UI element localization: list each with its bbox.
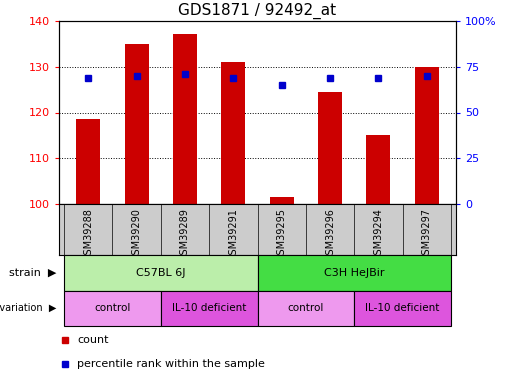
Bar	[415, 67, 439, 204]
Bar	[125, 44, 149, 204]
Bar	[354, 291, 451, 326]
Bar	[366, 135, 390, 204]
Text: GSM39289: GSM39289	[180, 209, 190, 261]
Bar	[76, 119, 100, 204]
Bar	[221, 62, 246, 204]
Text: percentile rank within the sample: percentile rank within the sample	[77, 359, 265, 369]
Bar	[269, 198, 294, 204]
Text: strain  ▶: strain ▶	[9, 268, 57, 278]
Text: C57BL 6J: C57BL 6J	[136, 268, 185, 278]
Text: IL-10 deficient: IL-10 deficient	[365, 303, 440, 313]
Text: genotype/variation  ▶: genotype/variation ▶	[0, 303, 57, 313]
Text: GSM39297: GSM39297	[422, 209, 432, 261]
Bar	[318, 92, 342, 204]
Bar	[173, 34, 197, 204]
Text: GSM39294: GSM39294	[373, 209, 383, 261]
Text: count: count	[77, 335, 109, 345]
Bar	[64, 255, 258, 291]
Text: GSM39296: GSM39296	[325, 209, 335, 261]
Text: IL-10 deficient: IL-10 deficient	[172, 303, 246, 313]
Text: C3H HeJBir: C3H HeJBir	[324, 268, 385, 278]
Bar	[258, 255, 451, 291]
Text: GSM39291: GSM39291	[228, 209, 238, 261]
Text: GSM39288: GSM39288	[83, 209, 93, 261]
Title: GDS1871 / 92492_at: GDS1871 / 92492_at	[178, 3, 337, 19]
Text: GSM39290: GSM39290	[132, 209, 142, 261]
Text: control: control	[288, 303, 324, 313]
Text: GSM39295: GSM39295	[277, 209, 287, 261]
Bar	[64, 291, 161, 326]
Text: control: control	[94, 303, 131, 313]
Bar	[258, 291, 354, 326]
Bar	[161, 291, 258, 326]
